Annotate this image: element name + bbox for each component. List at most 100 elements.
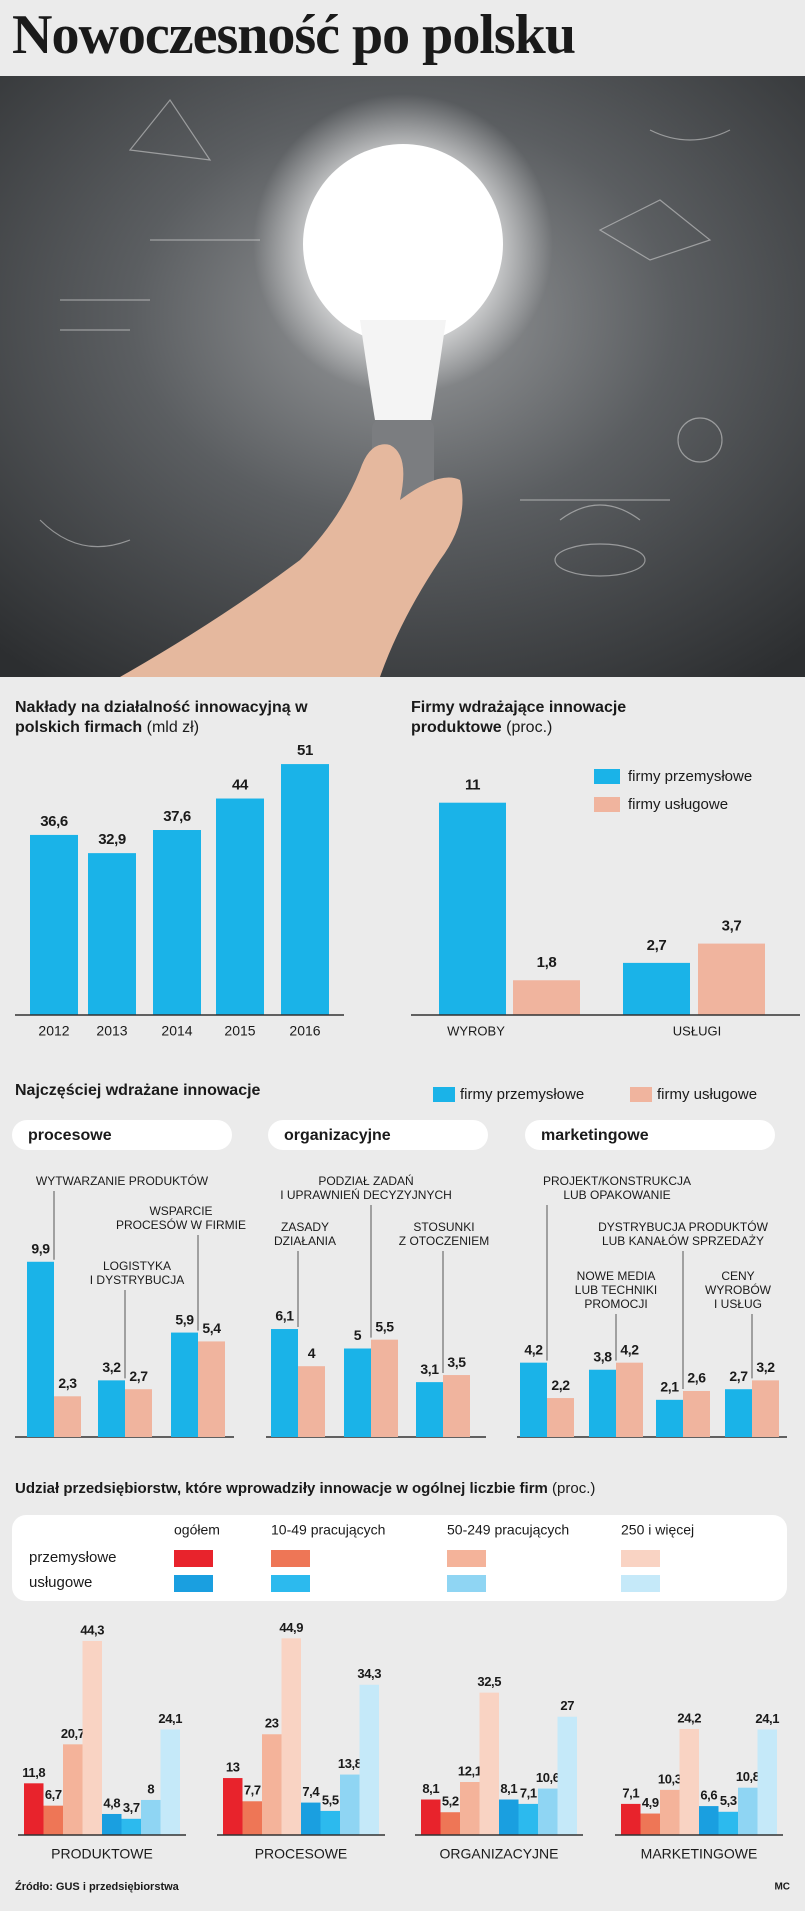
group-label: marketingowe xyxy=(541,1127,649,1144)
value-label: 6,1 xyxy=(275,1308,294,1324)
chart-title: Nakłady na działalność innowacyjną w pol… xyxy=(15,698,345,738)
value-label: 6,7 xyxy=(45,1787,62,1802)
bar xyxy=(43,1805,63,1835)
bar xyxy=(621,1803,641,1835)
value-label: 32,9 xyxy=(98,831,126,848)
bar xyxy=(141,1799,161,1835)
value-label: 2,3 xyxy=(58,1375,77,1391)
bar xyxy=(443,1375,470,1437)
bar xyxy=(27,1261,54,1437)
value-label: 2,7 xyxy=(647,937,667,954)
value-label: 23 xyxy=(265,1716,279,1731)
legend-label: firmy przemysłowe xyxy=(460,1086,584,1103)
bar xyxy=(242,1801,262,1835)
value-label: 12,1 xyxy=(458,1763,482,1778)
legend-column: 10-49 pracujących xyxy=(271,1522,385,1538)
bar xyxy=(421,1799,441,1835)
value-label: 3,5 xyxy=(447,1354,466,1370)
value-label: 9,9 xyxy=(31,1240,50,1256)
bar xyxy=(24,1783,44,1835)
bar xyxy=(359,1684,379,1835)
legend-swatch xyxy=(447,1575,486,1592)
category-label: STOSUNKI Z OTOCZENIEM xyxy=(398,1220,490,1248)
bar xyxy=(738,1787,758,1835)
value-label: 8,1 xyxy=(500,1781,517,1796)
bar xyxy=(616,1362,643,1437)
bar xyxy=(223,1778,243,1835)
legend-column: 50-249 pracujących xyxy=(447,1522,569,1538)
x-tick-label: PRODUKTOWE xyxy=(51,1846,153,1862)
bar xyxy=(171,1332,198,1437)
value-label: 1,8 xyxy=(537,954,557,971)
source: Źródło: GUS i przedsiębiorstwa xyxy=(15,1880,180,1893)
bar xyxy=(640,1813,660,1835)
value-label: 11,8 xyxy=(22,1765,45,1780)
value-label: 20,7 xyxy=(61,1726,85,1741)
bar xyxy=(320,1810,340,1835)
value-label: 7,1 xyxy=(622,1785,639,1800)
legend-swatch xyxy=(621,1550,660,1567)
bar xyxy=(63,1744,83,1835)
group-pill xyxy=(525,1120,775,1150)
value-label: 5,4 xyxy=(202,1320,221,1336)
bar xyxy=(683,1390,710,1437)
value-label: 4,2 xyxy=(620,1341,639,1357)
x-tick-label: WYROBY xyxy=(447,1023,505,1038)
value-label: 7,7 xyxy=(244,1783,261,1798)
value-label: 10,3 xyxy=(658,1771,682,1786)
bar xyxy=(520,1362,547,1437)
group-pill xyxy=(12,1120,232,1150)
bar xyxy=(589,1369,616,1437)
legend-swatch xyxy=(630,1087,652,1102)
bar xyxy=(153,830,201,1015)
x-tick-label: 2012 xyxy=(38,1023,69,1039)
bar xyxy=(623,962,690,1015)
bar xyxy=(98,1380,125,1437)
legend-swatch xyxy=(433,1087,455,1102)
bar xyxy=(160,1729,180,1835)
legend-label: firmy usługowe xyxy=(628,796,728,813)
value-label: 10,8 xyxy=(736,1769,760,1784)
chart-title-text: Najczęściej wdrażane innowacje xyxy=(15,1082,261,1099)
legend-label: firmy przemysłowe xyxy=(628,768,752,785)
chart-unit: (mld zł) xyxy=(146,719,200,736)
bar xyxy=(121,1818,141,1835)
value-label: 10,6 xyxy=(536,1770,560,1785)
bar xyxy=(440,1812,460,1835)
bar xyxy=(439,802,506,1015)
value-label: 44 xyxy=(232,776,249,793)
bar xyxy=(416,1382,443,1437)
bar xyxy=(82,1640,102,1835)
chart-title: Firmy wdrażające innowacje produktowe (p… xyxy=(411,698,681,738)
value-label: 4 xyxy=(308,1345,316,1361)
value-label: 24,1 xyxy=(755,1711,779,1726)
legend-column: 250 i więcej xyxy=(621,1522,694,1538)
value-label: 4,9 xyxy=(642,1795,659,1810)
photo xyxy=(0,76,805,677)
bar xyxy=(718,1811,738,1835)
x-tick-label: 2014 xyxy=(161,1023,192,1039)
chart-title: Udział przedsiębiorstw, które wprowadził… xyxy=(15,1479,795,1499)
bar xyxy=(102,1813,122,1835)
value-label: 7,1 xyxy=(520,1785,537,1800)
value-label: 5,2 xyxy=(442,1794,459,1809)
value-label: 5 xyxy=(354,1327,362,1343)
x-tick-label: 2013 xyxy=(96,1023,127,1039)
bar xyxy=(699,1806,719,1835)
bar xyxy=(371,1339,398,1437)
value-label: 34,3 xyxy=(357,1666,381,1681)
bar xyxy=(88,853,136,1015)
value-label: 36,6 xyxy=(40,813,68,830)
value-label: 2,1 xyxy=(660,1379,679,1395)
value-label: 13,8 xyxy=(338,1756,362,1771)
value-label: 8,1 xyxy=(422,1781,439,1796)
bar xyxy=(344,1348,371,1437)
bar xyxy=(301,1802,321,1835)
legend-swatch xyxy=(447,1550,486,1567)
category-label: PROJEKT/KONSTRUKCJA LUB OPAKOWANIE xyxy=(542,1174,692,1202)
legend-label: firmy usługowe xyxy=(657,1086,757,1103)
legend-swatch xyxy=(621,1575,660,1592)
category-label: CENY WYROBÓW I USŁUG xyxy=(705,1269,771,1311)
